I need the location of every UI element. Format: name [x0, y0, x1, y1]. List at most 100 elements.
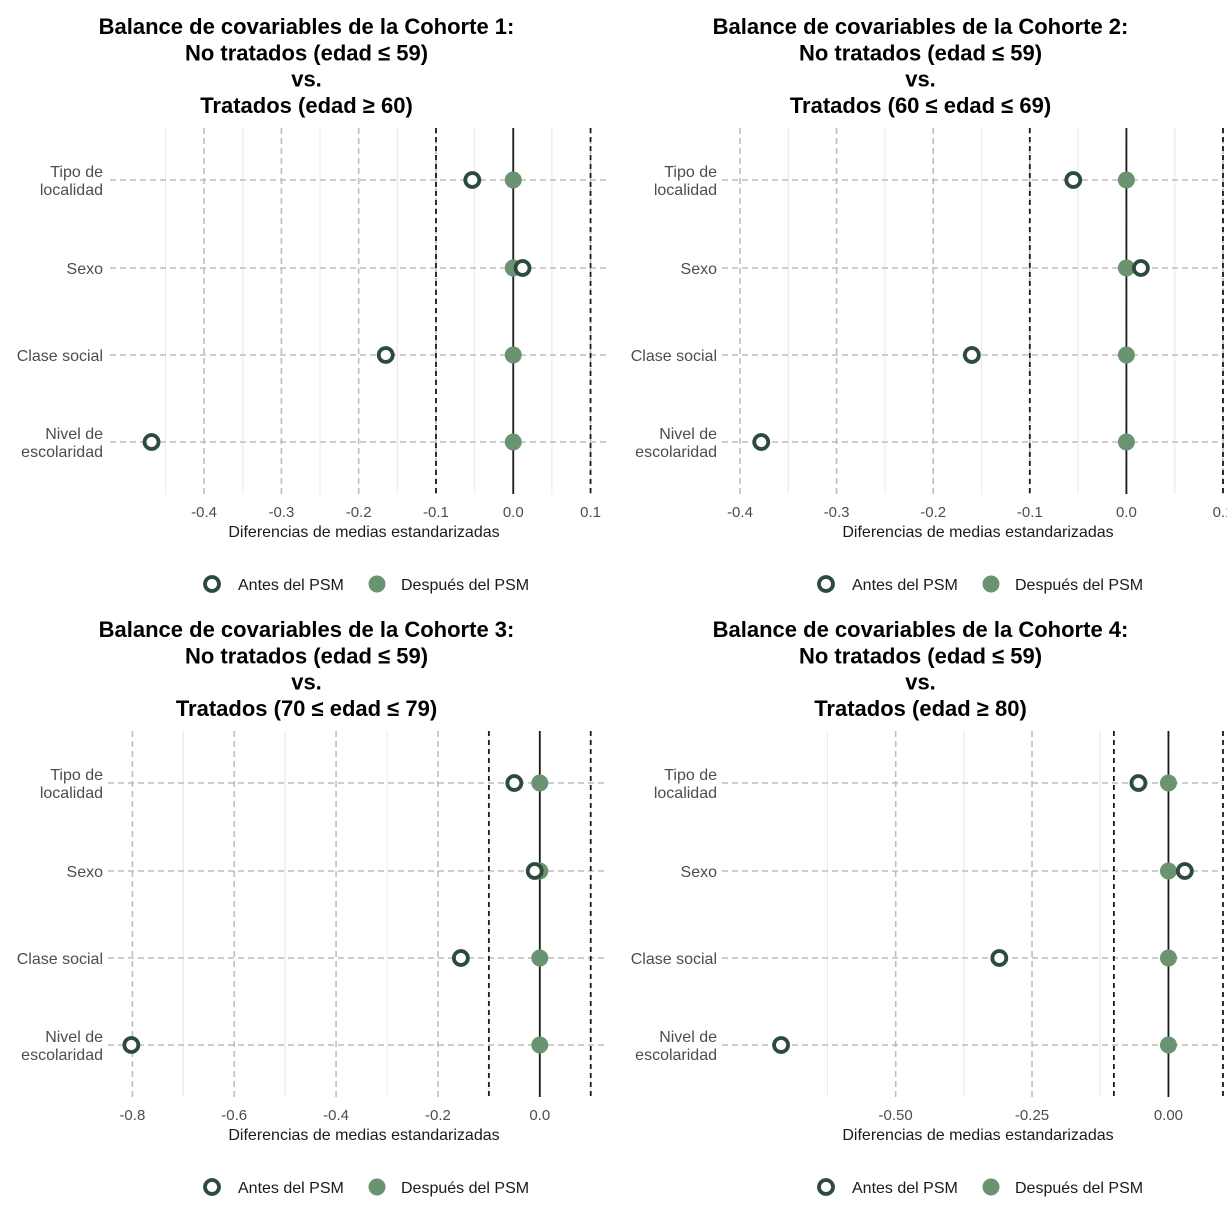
y-category-label: Nivel de escolaridad	[635, 1029, 717, 1064]
chart-title-line: Tratados (edad ≥ 80)	[814, 696, 1027, 721]
legend: Antes del PSM Después del PSM	[203, 1178, 529, 1197]
y-category-label: Sexo	[681, 864, 718, 881]
x-tick-label: 0.1	[580, 504, 601, 521]
y-category-label-line: Tipo de	[664, 767, 717, 784]
cohort-4-chart: Balance de covariables de la Cohorte 4: N…	[614, 603, 1227, 1205]
chart-title-line: Balance de covariables de la Cohorte 3:	[99, 617, 515, 642]
y-category-label-line: localidad	[654, 182, 717, 199]
y-category-label: Tipo de localidad	[654, 164, 717, 199]
y-category-label: Clase social	[17, 951, 103, 968]
gridlines	[110, 128, 606, 494]
y-category-label: Tipo de localidad	[40, 164, 103, 199]
x-tick-label: -0.2	[346, 504, 372, 521]
y-category-label: Sexo	[67, 261, 104, 278]
chart-title-line: No tratados (edad ≤ 59)	[185, 40, 428, 65]
x-tick-label: -0.50	[879, 1107, 913, 1124]
chart-title-line: Balance de covariables de la Cohorte 1:	[99, 14, 515, 39]
point-despues	[1159, 949, 1177, 967]
point-antes	[451, 949, 470, 967]
x-tick-label: -0.4	[323, 1107, 349, 1124]
y-category-label-line: Nivel de	[659, 426, 717, 443]
x-tick-label: -0.3	[824, 504, 850, 521]
point-antes	[1129, 774, 1148, 792]
y-category-label-line: Nivel de	[659, 1029, 717, 1046]
point-despues	[1117, 433, 1135, 451]
y-category-label-line: localidad	[40, 785, 103, 802]
chart-title-line: Tratados (60 ≤ edad ≤ 69)	[790, 93, 1051, 118]
y-category-label: Nivel de escolaridad	[21, 1029, 103, 1064]
y-category-label-line: Clase social	[17, 348, 103, 365]
legend-label-antes: Antes del PSM	[852, 1180, 958, 1197]
x-axis-title: Diferencias de medias estandarizadas	[842, 1127, 1113, 1144]
y-category-label-line: Sexo	[67, 261, 104, 278]
y-category-label: Nivel de escolaridad	[635, 426, 717, 461]
y-category-label-line: Clase social	[17, 951, 103, 968]
y-category-label-line: Clase social	[631, 951, 717, 968]
legend-key-antes	[203, 575, 221, 593]
chart-title: Balance de covariables de la Cohorte 2: N…	[713, 14, 1129, 118]
point-antes	[962, 346, 981, 364]
y-category-label-line: localidad	[654, 785, 717, 802]
y-category-label: Tipo de localidad	[654, 767, 717, 802]
y-category-label-line: Tipo de	[50, 164, 103, 181]
point-antes	[990, 949, 1009, 967]
x-tick-label: -0.1	[1017, 504, 1043, 521]
point-despues	[504, 171, 522, 189]
point-despues	[504, 346, 522, 364]
y-category-label-line: Clase social	[631, 348, 717, 365]
point-antes	[525, 862, 544, 880]
y-category-label: Nivel de escolaridad	[21, 426, 103, 461]
legend-label-despues: Después del PSM	[1015, 1180, 1143, 1197]
y-category-label-line: Sexo	[67, 864, 104, 881]
point-despues	[1117, 259, 1135, 277]
x-tick-label: -0.4	[727, 504, 753, 521]
x-tick-label: 0.0	[529, 1107, 550, 1124]
legend-key-antes	[817, 1178, 835, 1196]
chart-title-line: Balance de covariables de la Cohorte 2:	[713, 14, 1129, 39]
chart-svg: Balance de covariables de la Cohorte 2: N…	[631, 14, 1227, 594]
x-tick-label: -0.25	[1015, 1107, 1049, 1124]
y-category-label-line: escolaridad	[635, 1047, 717, 1064]
chart-title-line: No tratados (edad ≤ 59)	[799, 40, 1042, 65]
y-category-label-line: Nivel de	[45, 426, 103, 443]
x-tick-label: -0.2	[920, 504, 946, 521]
x-tick-label: -0.4	[191, 504, 217, 521]
chart-title-line: vs.	[291, 67, 322, 92]
chart-title-line: vs.	[291, 670, 322, 695]
x-tick-label: -0.3	[268, 504, 294, 521]
legend-label-antes: Antes del PSM	[238, 1180, 344, 1197]
x-axis-title: Diferencias de medias estandarizadas	[228, 1127, 499, 1144]
legend-label-antes: Antes del PSM	[238, 577, 344, 594]
chart-title: Balance de covariables de la Cohorte 3: N…	[99, 617, 515, 721]
point-antes	[513, 259, 532, 277]
point-despues	[531, 1036, 549, 1054]
legend: Antes del PSM Después del PSM	[817, 1178, 1143, 1197]
legend-key-despues	[982, 1178, 1000, 1196]
y-category-label: Tipo de localidad	[40, 767, 103, 802]
gridlines	[722, 731, 1223, 1097]
chart-title-line: No tratados (edad ≤ 59)	[185, 643, 428, 668]
gridlines	[722, 128, 1224, 494]
x-axis-title: Diferencias de medias estandarizadas	[228, 524, 499, 541]
point-antes	[463, 171, 482, 189]
chart-svg: Balance de covariables de la Cohorte 4: N…	[631, 617, 1224, 1197]
legend-key-antes	[203, 1178, 221, 1196]
point-despues	[1159, 1036, 1177, 1054]
y-category-label-line: Nivel de	[45, 1029, 103, 1046]
cohort-1-chart: Balance de covariables de la Cohorte 1: N…	[0, 0, 613, 602]
legend-label-despues: Después del PSM	[1015, 577, 1143, 594]
point-antes	[1064, 171, 1083, 189]
legend-label-antes: Antes del PSM	[852, 577, 958, 594]
point-antes	[772, 1036, 790, 1054]
cohort-3-chart: Balance de covariables de la Cohorte 3: N…	[0, 603, 613, 1205]
y-category-label-line: Sexo	[681, 864, 718, 881]
y-category-label: Clase social	[631, 951, 717, 968]
point-antes	[122, 1036, 141, 1054]
y-category-label-line: escolaridad	[635, 444, 717, 461]
y-category-label: Sexo	[67, 864, 104, 881]
legend-label-despues: Después del PSM	[401, 577, 529, 594]
x-tick-label: 0.00	[1154, 1107, 1183, 1124]
gridlines	[108, 731, 606, 1097]
y-category-label: Clase social	[631, 348, 717, 365]
point-despues	[1159, 862, 1177, 880]
